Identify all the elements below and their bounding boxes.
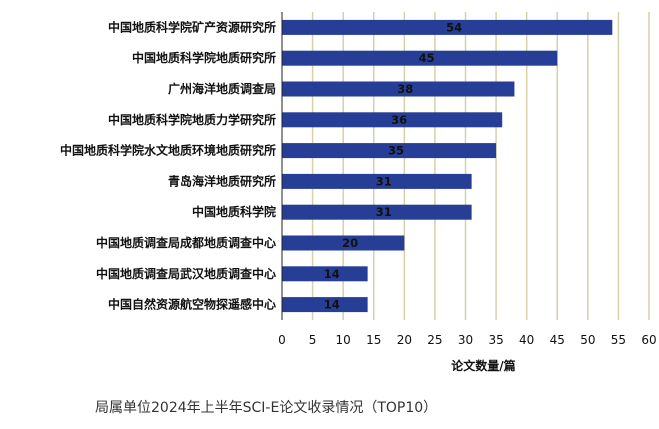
bar-value-label: 31 [376,174,392,188]
bar-value-label: 38 [397,82,413,96]
bar-value-label: 36 [391,113,407,127]
chart-caption: 局属单位2024年上半年SCI-E论文收录情况（TOP10） [95,400,438,416]
x-tick-label: 40 [519,333,534,347]
category-label: 青岛海洋地质研究所 [168,173,276,188]
category-label: 中国自然资源航空物探遥感中心 [108,297,276,312]
x-tick-label: 20 [397,333,412,347]
bar [282,297,368,313]
category-labels: 中国地质科学院矿产资源研究所中国地质科学院地质研究所广州海洋地质调查局中国地质科… [60,19,276,311]
bar [282,235,405,251]
category-label: 中国地质科学院 [192,204,276,219]
category-label: 中国地质科学院水文地质环境地质研究所 [60,143,276,158]
bar-value-label: 14 [324,298,340,312]
category-label: 广州海洋地质调查局 [168,81,276,96]
x-tick-label: 30 [458,333,473,347]
x-tick-label: 10 [336,333,351,347]
bar [282,81,515,97]
bar-value-label: 54 [446,20,462,34]
bars: 54 45 38 36 35 31 31 20 14 14 [282,19,613,313]
x-tick-label: 25 [427,333,442,347]
x-tick-label: 35 [488,333,503,347]
category-label: 中国地质调查局武汉地质调查中心 [96,266,276,281]
bar-value-label: 14 [324,267,340,281]
bar [282,266,368,282]
bar-value-label: 20 [342,236,358,250]
x-tick-label: 5 [309,333,317,347]
bar [282,204,472,220]
bar-value-label: 35 [388,144,404,158]
x-tick-label: 45 [550,333,565,347]
x-tick-label: 60 [641,333,656,347]
x-tick-label: 0 [278,333,286,347]
x-tick-label: 50 [580,333,595,347]
bar-value-label: 45 [419,51,435,65]
category-label: 中国地质科学院地质研究所 [132,50,276,65]
x-tick-label: 55 [611,333,626,347]
x-axis-title: 论文数量/篇 [451,358,515,373]
bar [282,112,503,128]
bar [282,50,558,66]
category-label: 中国地质科学院地质力学研究所 [108,112,276,127]
bar-value-label: 31 [376,205,392,219]
category-label: 中国地质调查局成都地质调查中心 [96,235,276,250]
x-tick-labels: 0 5 10 15 20 25 30 35 40 45 50 55 60 [278,333,656,347]
bar [282,143,497,159]
x-tick-label: 15 [366,333,381,347]
bar [282,173,472,189]
bar [282,19,613,35]
category-label: 中国地质科学院矿产资源研究所 [108,19,276,34]
